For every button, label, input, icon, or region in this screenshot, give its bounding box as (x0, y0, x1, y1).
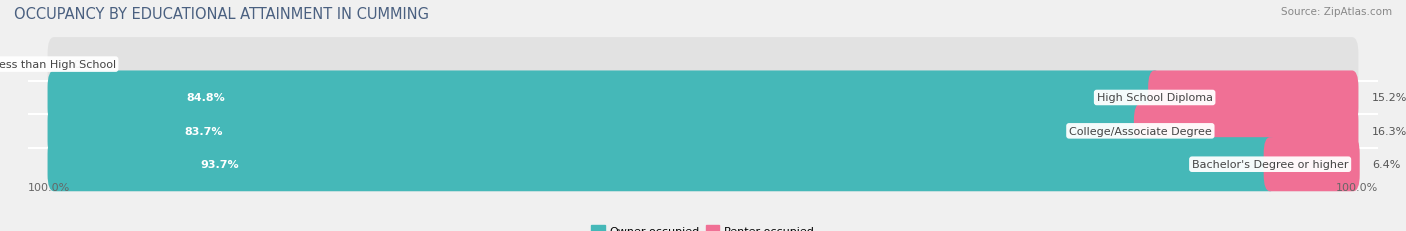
FancyBboxPatch shape (48, 138, 1277, 191)
Text: Less than High School: Less than High School (0, 60, 115, 70)
Text: 84.8%: 84.8% (186, 93, 225, 103)
Text: OCCUPANCY BY EDUCATIONAL ATTAINMENT IN CUMMING: OCCUPANCY BY EDUCATIONAL ATTAINMENT IN C… (14, 7, 429, 22)
FancyBboxPatch shape (48, 71, 1358, 125)
Text: 83.7%: 83.7% (184, 126, 224, 136)
FancyBboxPatch shape (48, 138, 1358, 191)
Text: High School Diploma: High School Diploma (1097, 93, 1212, 103)
Text: 93.7%: 93.7% (200, 160, 239, 170)
Text: 100.0%: 100.0% (1336, 182, 1378, 192)
FancyBboxPatch shape (1133, 104, 1358, 158)
Text: 16.3%: 16.3% (1371, 126, 1406, 136)
Text: 100.0%: 100.0% (28, 182, 70, 192)
Text: 15.2%: 15.2% (1371, 93, 1406, 103)
FancyBboxPatch shape (48, 104, 1147, 158)
Text: 6.4%: 6.4% (1372, 160, 1400, 170)
FancyBboxPatch shape (1149, 71, 1358, 125)
Text: Source: ZipAtlas.com: Source: ZipAtlas.com (1281, 7, 1392, 17)
FancyBboxPatch shape (48, 104, 1358, 158)
FancyBboxPatch shape (48, 38, 1358, 92)
Text: 0.0%: 0.0% (73, 60, 101, 70)
Legend: Owner-occupied, Renter-occupied: Owner-occupied, Renter-occupied (586, 221, 820, 231)
Text: Bachelor's Degree or higher: Bachelor's Degree or higher (1192, 160, 1348, 170)
FancyBboxPatch shape (1264, 138, 1360, 191)
FancyBboxPatch shape (48, 71, 1161, 125)
Text: 0.0%: 0.0% (73, 60, 101, 70)
Text: College/Associate Degree: College/Associate Degree (1069, 126, 1212, 136)
